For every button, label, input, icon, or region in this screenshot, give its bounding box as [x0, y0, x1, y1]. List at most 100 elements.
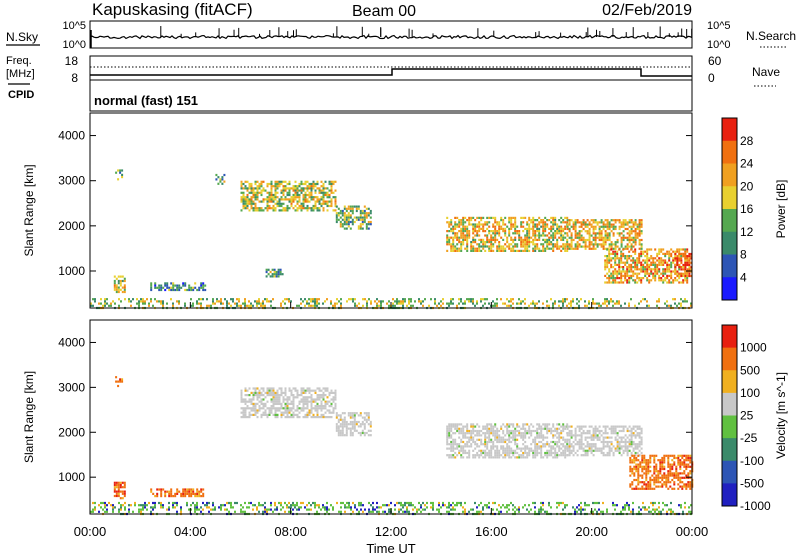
velocity-echo-cell — [262, 405, 265, 408]
velocity-echo-cell — [532, 456, 535, 459]
velocity-echo-cell — [685, 476, 688, 479]
velocity-echo-cell — [282, 400, 285, 403]
velocity-echo-cell — [496, 436, 499, 439]
power-echo-cell — [294, 189, 297, 192]
power-echo-cell — [258, 300, 260, 303]
power-echo-cell — [574, 234, 577, 237]
power-echo-cell — [310, 209, 313, 212]
velocity-echo-cell — [673, 454, 676, 457]
velocity-echo-cell — [677, 474, 680, 477]
velocity-echo-cell — [657, 474, 660, 477]
power-echo-cell — [482, 241, 485, 244]
power-echo-cell — [486, 227, 489, 230]
power-echo-cell — [644, 261, 647, 264]
power-echo-cell — [514, 219, 517, 222]
power-echo-cell — [620, 255, 623, 258]
power-echo-cell — [592, 238, 595, 242]
power-echo-cell — [284, 189, 287, 192]
velocity-echo-cell — [633, 487, 636, 490]
velocity-echo-cell — [280, 402, 283, 405]
velocity-echo-cell — [456, 423, 459, 426]
velocity-echo-cell — [278, 387, 281, 390]
velocity-echo-cell — [492, 425, 495, 428]
power-echo-cell — [610, 245, 613, 248]
velocity-echo-cell — [322, 387, 325, 390]
velocity-echo-cell — [596, 429, 599, 433]
power-echo-cell — [240, 196, 243, 199]
power-echo-cell — [556, 245, 559, 248]
velocity-echo-cell — [655, 454, 658, 457]
power-echo-cell — [312, 185, 315, 188]
velocity-echo-cell — [268, 391, 271, 394]
power-echo-cell — [363, 218, 366, 221]
velocity-echo-cell — [592, 438, 595, 441]
velocity-echo-cell — [264, 506, 266, 509]
velocity-echo-cell — [186, 490, 189, 493]
power-echo-cell — [626, 257, 629, 260]
power-echo-cell — [154, 286, 157, 289]
velocity-echo-cell — [582, 432, 585, 435]
power-echo-cell — [514, 245, 517, 248]
velocity-echo-cell — [641, 487, 644, 490]
velocity-echo-cell — [304, 416, 307, 419]
velocity-echo-cell — [472, 423, 475, 426]
velocity-echo-cell — [270, 398, 273, 401]
power-echo-cell — [610, 225, 613, 228]
velocity-echo-cell — [246, 394, 249, 397]
velocity-echo-cell — [142, 508, 144, 511]
power-echo-cell — [640, 247, 643, 250]
velocity-echo-cell — [552, 425, 555, 428]
velocity-echo-cell — [353, 412, 356, 415]
power-echo-cell — [113, 284, 116, 287]
velocity-echo-cell — [244, 387, 247, 390]
power-echo-cell — [590, 241, 593, 244]
power-echo-cell — [351, 205, 354, 208]
power-echo-cell — [306, 189, 309, 192]
velocity-echo-cell — [468, 449, 471, 452]
velocity-echo-cell — [150, 510, 152, 513]
power-echo-cell — [488, 241, 491, 244]
power-echo-cell — [592, 230, 595, 233]
velocity-echo-cell — [514, 443, 517, 446]
velocity-echo-cell — [170, 492, 173, 495]
power-echo-cell — [666, 277, 669, 280]
power-echo-cell — [238, 304, 240, 307]
power-echo-cell — [588, 223, 591, 226]
power-echo-cell — [632, 245, 635, 248]
power-echo-cell — [160, 302, 162, 305]
power-echo-cell — [424, 298, 426, 301]
velocity-echo-cell — [679, 463, 682, 466]
power-echo-cell — [326, 209, 329, 212]
power-echo-cell — [396, 302, 398, 305]
power-echo-cell — [616, 232, 619, 235]
power-echo-cell — [176, 288, 179, 292]
power-echo-cell — [604, 230, 607, 233]
power-echo-cell — [320, 204, 323, 208]
power-echo-cell — [202, 288, 205, 292]
velocity-echo-cell — [562, 438, 565, 441]
velocity-echo-cell — [466, 440, 469, 444]
velocity-echo-cell — [154, 506, 156, 509]
velocity-echo-cell — [308, 396, 311, 399]
velocity-echo-cell — [647, 472, 650, 475]
velocity-echo-cell — [492, 434, 495, 437]
velocity-echo-cell — [480, 438, 483, 441]
velocity-echo-cell — [140, 504, 142, 507]
power-echo-cell — [534, 219, 537, 222]
velocity-echo-cell — [174, 492, 177, 495]
velocity-echo-cell — [306, 405, 309, 408]
velocity-echo-cell — [138, 510, 140, 513]
power-echo-cell — [684, 272, 687, 275]
velocity-echo-cell — [524, 447, 527, 450]
velocity-echo-cell — [516, 425, 519, 428]
power-echo-cell — [258, 209, 261, 212]
power-echo-cell — [508, 221, 511, 224]
power-echo-cell — [546, 243, 549, 246]
power-echo-cell — [456, 225, 459, 228]
power-echo-cell — [279, 268, 282, 271]
power-echo-cell — [544, 227, 547, 230]
velocity-echo-cell — [681, 476, 684, 479]
power-echo-cell — [282, 198, 285, 201]
power-echo-cell — [576, 221, 579, 224]
power-echo-cell — [500, 216, 503, 219]
